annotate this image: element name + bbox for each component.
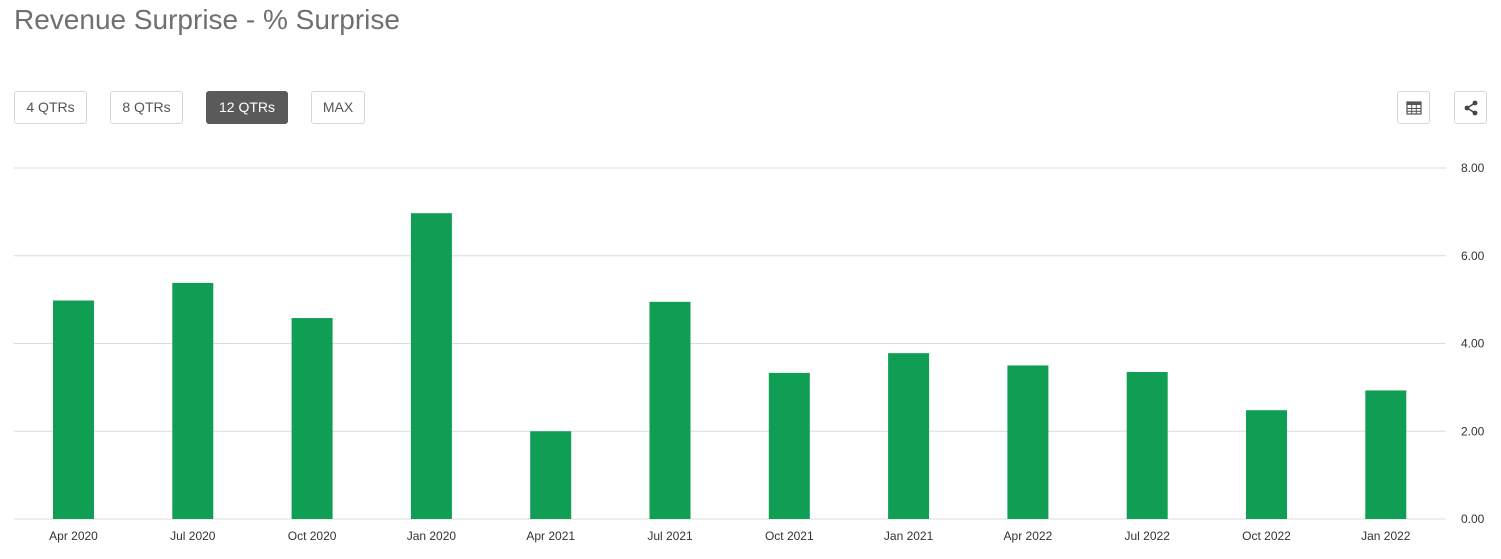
- y-tick-label: 8.00: [1461, 161, 1485, 175]
- x-tick-label: Apr 2021: [526, 529, 575, 543]
- x-tick-label: Jul 2021: [647, 529, 693, 543]
- x-tick-label: Oct 2021: [765, 529, 814, 543]
- y-tick-label: 2.00: [1461, 424, 1485, 438]
- x-tick-label: Jan 2022: [1361, 529, 1411, 543]
- x-tick-label: Jul 2022: [1125, 529, 1171, 543]
- range-8-qtrs-button[interactable]: 8 QTRs: [110, 91, 183, 124]
- bars: [53, 213, 1407, 519]
- x-tick-label: Jul 2020: [170, 529, 216, 543]
- x-tick-label: Jan 2020: [407, 529, 457, 543]
- bar[interactable]: [1246, 410, 1287, 519]
- x-tick-label: Apr 2022: [1004, 529, 1053, 543]
- bar[interactable]: [410, 213, 452, 519]
- x-tick-label: Oct 2020: [288, 529, 337, 543]
- x-tick-label: Jan 2021: [884, 529, 934, 543]
- table-icon: [1406, 101, 1422, 115]
- bar[interactable]: [291, 318, 333, 519]
- table-view-button[interactable]: [1397, 91, 1430, 124]
- range-max-button[interactable]: MAX: [311, 91, 365, 124]
- share-icon: [1464, 100, 1478, 116]
- x-tick-label: Apr 2020: [49, 529, 98, 543]
- bar[interactable]: [1007, 365, 1049, 519]
- bar[interactable]: [530, 431, 572, 519]
- x-tick-label: Oct 2022: [1242, 529, 1291, 543]
- bar[interactable]: [888, 353, 930, 519]
- x-axis-labels: Apr 2020 Jul 2020 Oct 2020 Jan 2020 Apr 2021…: [49, 529, 1411, 543]
- bar[interactable]: [172, 282, 214, 519]
- page-title: Revenue Surprise - % Surprise: [14, 4, 400, 35]
- y-tick-label: 6.00: [1461, 249, 1485, 263]
- y-axis-labels: 0.00 2.00 4.00 6.00 8.00: [1461, 161, 1485, 526]
- bar[interactable]: [1126, 372, 1168, 519]
- bar[interactable]: [53, 300, 94, 519]
- range-4-qtrs-button[interactable]: 4 QTRs: [14, 91, 87, 124]
- range-12-qtrs-button[interactable]: 12 QTRs: [206, 91, 288, 124]
- y-tick-label: 4.00: [1461, 337, 1485, 351]
- share-button[interactable]: [1454, 91, 1487, 124]
- bar[interactable]: [649, 301, 691, 519]
- bar[interactable]: [1365, 390, 1407, 519]
- y-tick-label: 0.00: [1461, 512, 1485, 526]
- bar[interactable]: [768, 372, 810, 519]
- grid-lines: [14, 167, 1446, 520]
